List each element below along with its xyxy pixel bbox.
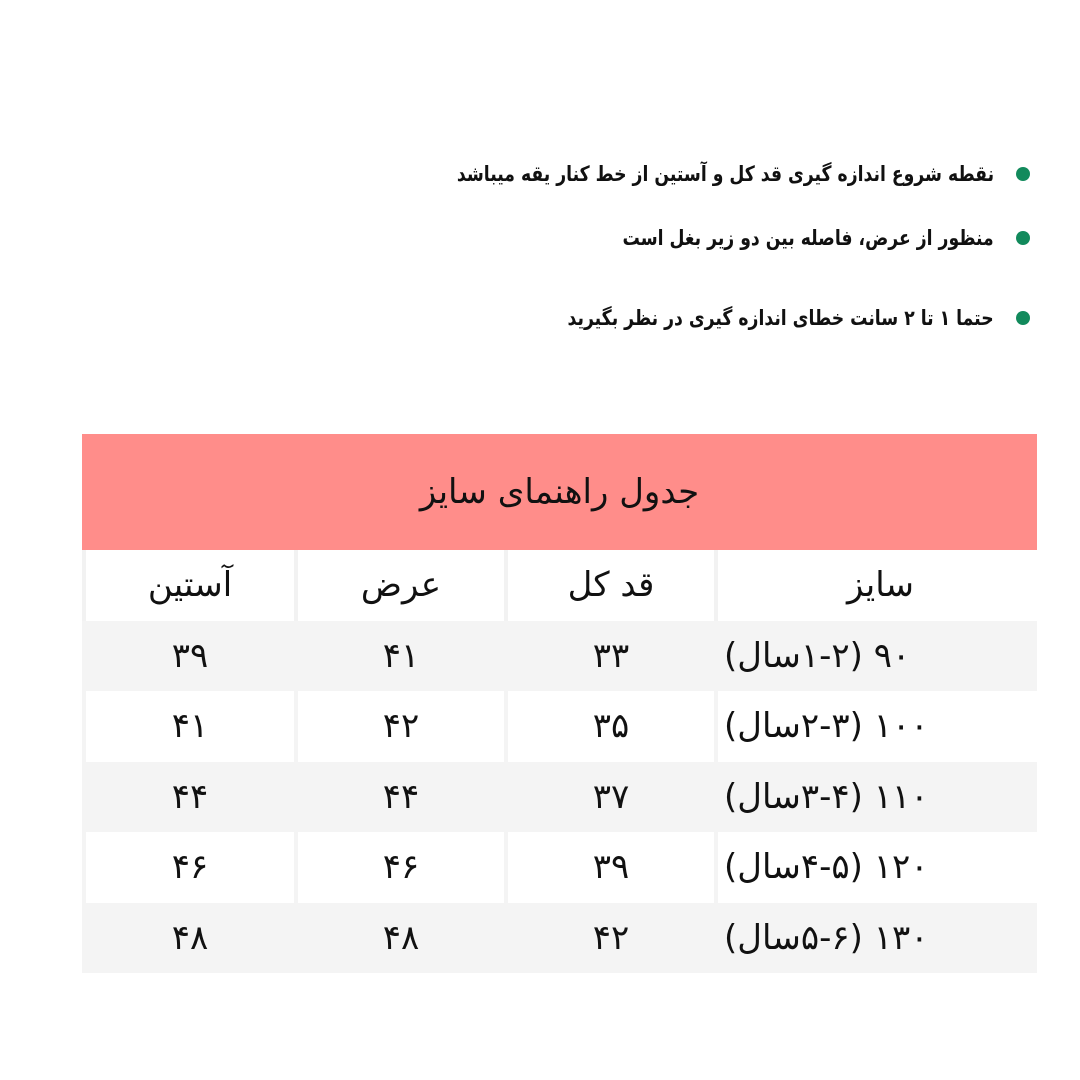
cell-width: ۴۱ [294, 620, 504, 691]
cell-sleeve: ۴۴ [82, 761, 294, 832]
table-row: ۱۳۰ (۵-۶سال) ۴۲ ۴۸ ۴۸ [82, 902, 1037, 973]
header-size: سایز [714, 550, 1037, 621]
note-item: منظور از عرض، فاصله بین دو زیر بغل است [339, 198, 1030, 278]
table-title: جدول راهنمای سایز [82, 434, 1037, 550]
header-length: قد کل [504, 550, 714, 621]
cell-sleeve: ۴۶ [82, 832, 294, 903]
cell-size: ۱۳۰ (۵-۶سال) [714, 902, 1037, 973]
measurement-notes: نقطه شروع اندازه گیری قد کل و آستین از خ… [339, 150, 1030, 358]
note-item: حتما ۱ تا ۲ سانت خطای اندازه گیری در نظر… [339, 278, 1030, 358]
cell-size: ۱۰۰ (۲-۳سال) [714, 691, 1037, 762]
table-header-row: سایز قد کل عرض آستین [82, 550, 1037, 621]
bullet-icon [1016, 311, 1030, 325]
cell-sleeve: ۳۹ [82, 620, 294, 691]
note-text: منظور از عرض، فاصله بین دو زیر بغل است [622, 226, 994, 250]
table-row: ۱۲۰ (۴-۵سال) ۳۹ ۴۶ ۴۶ [82, 832, 1037, 903]
table-row: ۱۰۰ (۲-۳سال) ۳۵ ۴۲ ۴۱ [82, 691, 1037, 762]
cell-sleeve: ۴۱ [82, 691, 294, 762]
cell-width: ۴۲ [294, 691, 504, 762]
table-row: ۱۱۰ (۳-۴سال) ۳۷ ۴۴ ۴۴ [82, 761, 1037, 832]
cell-length: ۴۲ [504, 902, 714, 973]
cell-size: ۱۲۰ (۴-۵سال) [714, 832, 1037, 903]
cell-length: ۳۷ [504, 761, 714, 832]
cell-size: ۹۰ (۱-۲سال) [714, 620, 1037, 691]
cell-length: ۳۵ [504, 691, 714, 762]
table-row: ۹۰ (۱-۲سال) ۳۳ ۴۱ ۳۹ [82, 620, 1037, 691]
cell-length: ۳۹ [504, 832, 714, 903]
bullet-icon [1016, 167, 1030, 181]
cell-width: ۴۴ [294, 761, 504, 832]
cell-width: ۴۶ [294, 832, 504, 903]
note-item: نقطه شروع اندازه گیری قد کل و آستین از خ… [339, 150, 1030, 198]
size-guide-table: جدول راهنمای سایز سایز قد کل عرض آستین ۹… [82, 434, 1037, 973]
note-text: نقطه شروع اندازه گیری قد کل و آستین از خ… [456, 162, 994, 186]
header-sleeve: آستین [82, 550, 294, 621]
cell-size: ۱۱۰ (۳-۴سال) [714, 761, 1037, 832]
cell-length: ۳۳ [504, 620, 714, 691]
note-text: حتما ۱ تا ۲ سانت خطای اندازه گیری در نظر… [567, 306, 994, 330]
bullet-icon [1016, 231, 1030, 245]
cell-sleeve: ۴۸ [82, 902, 294, 973]
header-width: عرض [294, 550, 504, 621]
cell-width: ۴۸ [294, 902, 504, 973]
